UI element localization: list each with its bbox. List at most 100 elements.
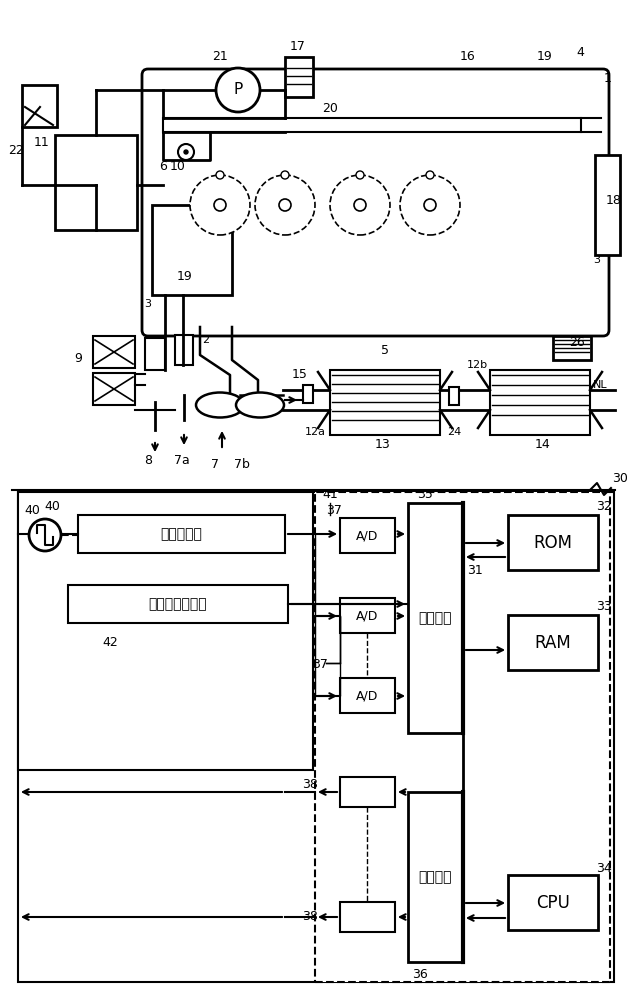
Text: 7a: 7a bbox=[174, 454, 190, 466]
Bar bbox=[68, 585, 288, 623]
Bar bbox=[93, 336, 135, 368]
Text: 35: 35 bbox=[417, 488, 433, 502]
Circle shape bbox=[356, 171, 364, 179]
Text: 曲柄转角传感器: 曲柄转角传感器 bbox=[149, 597, 207, 611]
Bar bbox=[285, 57, 313, 97]
Circle shape bbox=[426, 171, 434, 179]
Circle shape bbox=[330, 175, 390, 235]
Text: P: P bbox=[233, 83, 243, 98]
Bar bbox=[340, 518, 395, 553]
Text: 12a: 12a bbox=[305, 427, 325, 437]
Text: 30: 30 bbox=[612, 472, 628, 485]
Text: 26: 26 bbox=[569, 336, 585, 349]
Circle shape bbox=[178, 144, 194, 160]
Bar bbox=[508, 875, 598, 930]
Circle shape bbox=[281, 171, 289, 179]
Text: 4: 4 bbox=[576, 45, 584, 58]
Text: ROM: ROM bbox=[533, 534, 573, 552]
Text: 42: 42 bbox=[102, 636, 118, 648]
Circle shape bbox=[279, 199, 291, 211]
Bar bbox=[553, 336, 591, 360]
Bar bbox=[303, 385, 313, 403]
Text: 18: 18 bbox=[606, 194, 622, 207]
Text: 32: 32 bbox=[596, 500, 612, 514]
Text: 9: 9 bbox=[74, 352, 82, 364]
Bar bbox=[93, 373, 135, 405]
Text: 41: 41 bbox=[322, 488, 338, 502]
Bar bbox=[340, 598, 395, 633]
Circle shape bbox=[190, 175, 250, 235]
Text: A/D: A/D bbox=[356, 530, 378, 542]
Text: 31: 31 bbox=[467, 564, 483, 576]
Text: 22: 22 bbox=[8, 143, 24, 156]
Text: 3: 3 bbox=[593, 255, 600, 265]
Text: 21: 21 bbox=[212, 50, 228, 64]
Bar bbox=[22, 85, 57, 127]
Ellipse shape bbox=[236, 392, 284, 418]
Text: 15: 15 bbox=[292, 368, 308, 381]
Bar bbox=[340, 777, 395, 807]
Text: 19: 19 bbox=[537, 50, 553, 64]
Text: 19: 19 bbox=[177, 270, 193, 284]
Bar bbox=[163, 118, 581, 132]
Text: 13: 13 bbox=[375, 438, 391, 452]
FancyBboxPatch shape bbox=[142, 69, 609, 336]
Text: 10: 10 bbox=[170, 160, 186, 174]
Ellipse shape bbox=[196, 392, 244, 418]
Text: 37: 37 bbox=[312, 658, 328, 672]
Text: 输入端口: 输入端口 bbox=[418, 611, 452, 625]
Bar bbox=[55, 135, 137, 230]
Text: 38: 38 bbox=[302, 910, 318, 924]
Text: 14: 14 bbox=[535, 438, 551, 450]
Bar bbox=[78, 515, 285, 553]
Bar bbox=[340, 678, 395, 713]
Text: A/D: A/D bbox=[356, 609, 378, 622]
Text: 6: 6 bbox=[159, 160, 167, 174]
Bar bbox=[152, 205, 232, 295]
Circle shape bbox=[424, 199, 436, 211]
Circle shape bbox=[255, 175, 315, 235]
Bar bbox=[449, 387, 459, 405]
Circle shape bbox=[400, 175, 460, 235]
Text: 24: 24 bbox=[447, 427, 461, 437]
Text: 16: 16 bbox=[460, 50, 476, 64]
Text: 36: 36 bbox=[412, 968, 428, 982]
Text: 33: 33 bbox=[596, 600, 612, 613]
Text: RAM: RAM bbox=[535, 634, 571, 652]
Bar bbox=[18, 492, 614, 982]
Circle shape bbox=[216, 171, 224, 179]
Text: 40: 40 bbox=[44, 500, 60, 514]
Text: 7b: 7b bbox=[234, 458, 250, 472]
Text: 输出端口: 输出端口 bbox=[418, 870, 452, 884]
Circle shape bbox=[354, 199, 366, 211]
Bar bbox=[408, 792, 463, 962]
Bar bbox=[145, 338, 165, 370]
Bar bbox=[175, 335, 193, 365]
Text: A/D: A/D bbox=[356, 690, 378, 702]
Bar bbox=[408, 503, 463, 733]
Bar bbox=[340, 902, 395, 932]
Bar bbox=[490, 370, 590, 435]
Text: 7: 7 bbox=[211, 458, 219, 472]
Circle shape bbox=[216, 68, 260, 112]
Bar bbox=[508, 515, 598, 570]
Bar bbox=[508, 615, 598, 670]
Circle shape bbox=[214, 199, 226, 211]
Circle shape bbox=[29, 519, 61, 551]
Text: 38: 38 bbox=[302, 778, 318, 792]
Bar bbox=[595, 155, 620, 255]
Text: CPU: CPU bbox=[536, 894, 570, 912]
Circle shape bbox=[184, 150, 188, 154]
Text: 20: 20 bbox=[322, 102, 338, 114]
Text: 3: 3 bbox=[145, 299, 152, 309]
Text: 11: 11 bbox=[34, 136, 50, 149]
Text: 12b: 12b bbox=[466, 360, 487, 370]
Text: 40: 40 bbox=[24, 504, 40, 516]
Text: 1: 1 bbox=[604, 72, 612, 85]
Text: 5: 5 bbox=[381, 344, 389, 357]
Bar bbox=[330, 370, 440, 435]
Text: 2: 2 bbox=[202, 335, 210, 345]
Text: NL: NL bbox=[593, 380, 607, 390]
Text: 8: 8 bbox=[144, 454, 152, 466]
Bar bbox=[315, 492, 610, 982]
